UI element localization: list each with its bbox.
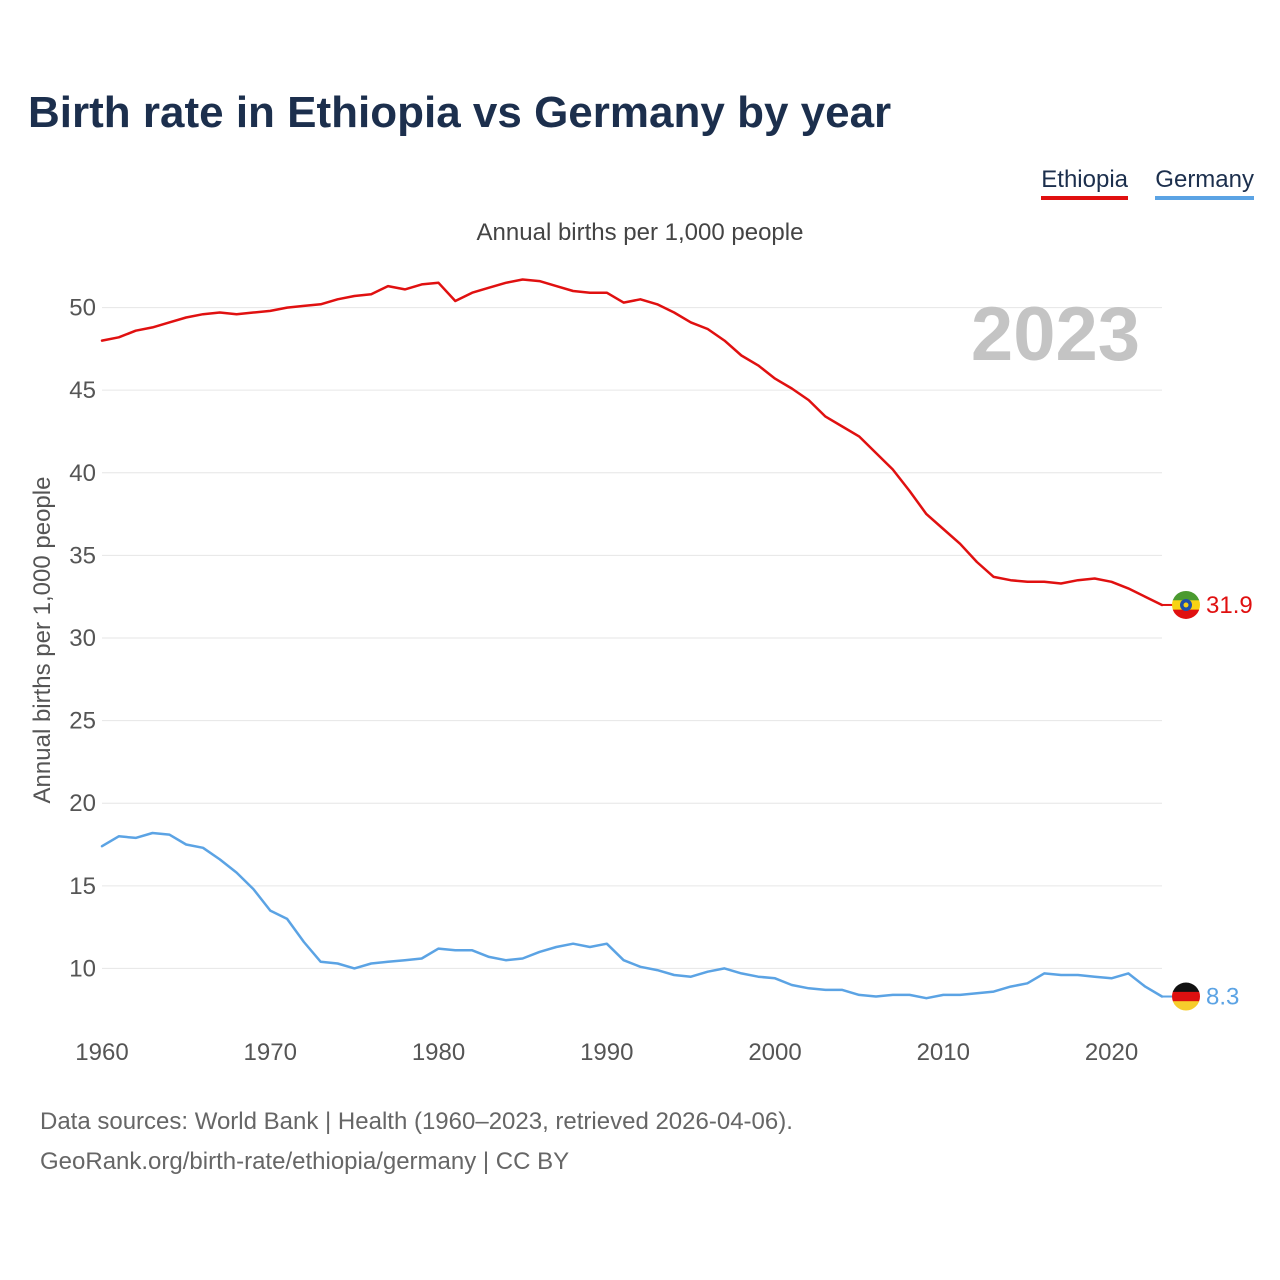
x-tick-label: 2000 [748, 1039, 801, 1066]
y-tick-label: 15 [69, 873, 96, 900]
end-value-label-ethiopia: 31.9 [1206, 592, 1253, 619]
x-tick-label: 2010 [917, 1039, 970, 1066]
y-tick-label: 35 [69, 542, 96, 569]
end-value-label-germany: 8.3 [1206, 984, 1239, 1011]
x-tick-label: 1980 [412, 1039, 465, 1066]
y-axis-label: Annual births per 1,000 people [29, 477, 56, 804]
year-label: 2023 [971, 292, 1140, 377]
y-tick-label: 40 [69, 460, 96, 487]
attribution-note: GeoRank.org/birth-rate/ethiopia/germany … [40, 1148, 570, 1175]
x-tick-label: 2020 [1085, 1039, 1138, 1066]
chart-subtitle: Annual births per 1,000 people [477, 219, 804, 246]
flag-germany-icon [1172, 982, 1200, 1011]
y-tick-label: 30 [69, 625, 96, 652]
legend-germany[interactable]: Germany [1155, 166, 1254, 200]
x-tick-label: 1960 [75, 1039, 128, 1066]
y-tick-label: 45 [69, 377, 96, 404]
y-tick-label: 20 [69, 790, 96, 817]
x-tick-label: 1970 [244, 1039, 297, 1066]
chart-title: Birth rate in Ethiopia vs Germany by yea… [28, 88, 892, 137]
legend-ethiopia[interactable]: Ethiopia [1041, 166, 1128, 200]
y-tick-label: 10 [69, 955, 96, 982]
x-tick-label: 1990 [580, 1039, 633, 1066]
data-source-note: Data sources: World Bank | Health (1960–… [40, 1108, 793, 1135]
y-tick-label: 25 [69, 708, 96, 735]
flag-ethiopia-icon [1172, 590, 1200, 619]
series-line-germany [100, 831, 1164, 1000]
series-line-ethiopia [100, 278, 1164, 607]
y-tick-label: 50 [69, 295, 96, 322]
